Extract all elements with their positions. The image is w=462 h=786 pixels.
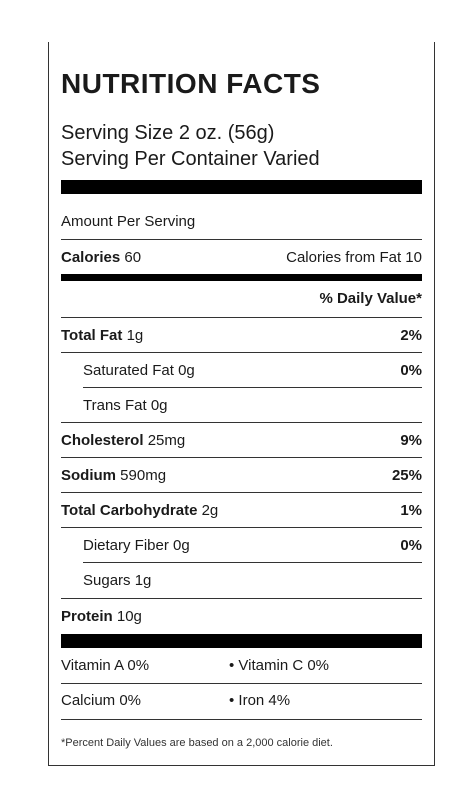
divider	[61, 422, 422, 423]
nutrient-row-sodium: Sodium 590mg 25%	[61, 458, 422, 492]
thick-divider	[61, 634, 422, 648]
calories-from-fat: Calories from Fat 10	[286, 248, 422, 266]
divider	[83, 387, 422, 388]
nutrient-label: Saturated Fat	[83, 361, 174, 379]
divider	[61, 352, 422, 353]
nutrient-label: Trans Fat	[83, 396, 147, 414]
nutrient-label: Sodium	[61, 466, 116, 484]
nutrient-amount: 0g	[150, 396, 168, 414]
nutrient-row-saturated-fat: Saturated Fat 0g 0%	[61, 353, 422, 387]
nutrient-percent: 2%	[400, 326, 422, 344]
nutrient-label: Dietary Fiber	[83, 536, 169, 554]
nutrient-amount: 590mg	[120, 466, 167, 484]
thick-divider	[61, 180, 422, 194]
divider	[61, 598, 422, 599]
nutrient-amount: 0g	[173, 536, 190, 554]
calories-label: Calories	[61, 248, 121, 266]
nutrient-percent: 25%	[391, 466, 422, 484]
nutrient-label: Cholesterol	[61, 431, 144, 449]
nutrient-amount: 10g	[116, 607, 142, 625]
nutrient-row-protein: Protein 10g	[61, 599, 422, 633]
nutrient-row-cholesterol: Cholesterol 25mg 9%	[61, 423, 422, 457]
nutrition-label: NUTRITION FACTS Serving Size 2 oz. (56g)…	[48, 42, 435, 766]
nutrient-percent: 0%	[400, 536, 422, 554]
divider	[83, 562, 422, 563]
nutrient-label: Total Fat	[61, 326, 123, 344]
calories-row: Calories 60 Calories from Fat 10	[61, 240, 422, 274]
nutrient-row-trans-fat: Trans Fat 0g	[61, 388, 422, 422]
nutrient-amount: 25mg	[147, 431, 186, 449]
nutrient-percent: 1%	[400, 501, 422, 519]
nutrient-label: Protein	[61, 607, 113, 625]
nutrient-percent: 9%	[400, 431, 422, 449]
divider	[61, 719, 422, 720]
divider	[61, 317, 422, 318]
daily-value-header: % Daily Value*	[319, 290, 422, 307]
nutrient-row-sugars: Sugars 1g	[61, 563, 422, 597]
serving-size: Serving Size 2 oz. (56g)	[61, 122, 275, 144]
nutrient-row-total-fat: Total Fat 1g 2%	[61, 318, 422, 352]
nutrient-amount: 0g	[178, 361, 195, 379]
label-title: NUTRITION FACTS	[61, 68, 321, 99]
vitamin-c: • Vitamin C 0%	[229, 657, 330, 674]
nutrient-amount: 1g	[134, 571, 152, 589]
divider	[61, 457, 422, 458]
amount-per-serving-row: Amount Per Serving	[61, 204, 422, 238]
nutrient-amount: 2g	[201, 501, 219, 519]
calcium: Calcium 0%	[61, 692, 142, 709]
divider	[61, 683, 422, 684]
divider	[61, 492, 422, 493]
calories-value: 60	[124, 248, 142, 266]
vitamin-a: Vitamin A 0%	[61, 657, 150, 674]
amount-per-serving: Amount Per Serving	[61, 212, 196, 230]
nutrient-percent: 0%	[400, 361, 422, 379]
nutrient-amount: 1g	[126, 326, 144, 344]
divider	[61, 527, 422, 528]
footnote: *Percent Daily Values are based on a 2,0…	[61, 737, 333, 749]
medium-divider	[61, 274, 422, 281]
nutrient-row-dietary-fiber: Dietary Fiber 0g 0%	[61, 528, 422, 562]
nutrient-label: Total Carbohydrate	[61, 501, 198, 519]
servings-per-container: Serving Per Container Varied	[61, 148, 320, 170]
nutrient-label: Sugars	[83, 571, 131, 589]
nutrient-row-total-carbohydrate: Total Carbohydrate 2g 1%	[61, 493, 422, 527]
divider	[61, 239, 422, 240]
iron: • Iron 4%	[229, 692, 291, 709]
